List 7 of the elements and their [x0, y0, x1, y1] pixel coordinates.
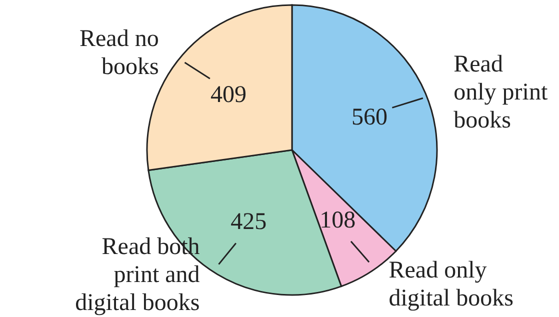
data-label: 425	[230, 209, 267, 236]
legend-label: Read only print books	[454, 51, 548, 134]
data-label: 108	[320, 208, 356, 234]
data-label: 409	[210, 82, 247, 108]
slice-label: Read no books	[80, 26, 159, 80]
data-label: 560	[351, 104, 388, 130]
slice-label: Read only digital books	[388, 257, 514, 312]
